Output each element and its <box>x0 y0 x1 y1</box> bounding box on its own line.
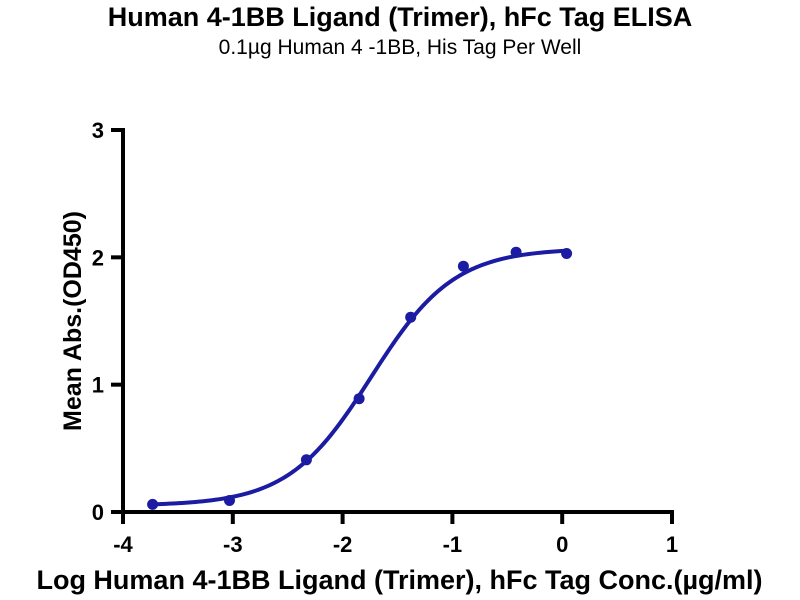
fit-curve <box>150 248 567 507</box>
x-tick-label: 0 <box>556 532 568 557</box>
y-tick-label: 0 <box>92 500 104 525</box>
data-point <box>300 454 312 466</box>
y-tick-label: 2 <box>92 245 104 270</box>
x-tick-label: -1 <box>443 532 463 557</box>
data-point <box>457 260 469 272</box>
data-point <box>510 246 522 258</box>
y-axis-title: Mean Abs.(OD450) <box>59 211 87 431</box>
data-point <box>561 248 573 259</box>
chart-subtitle: 0.1µg Human 4 -1BB, His Tag Per Well <box>218 36 582 59</box>
x-tick-label: -2 <box>333 532 353 557</box>
x-tick-label: 1 <box>666 532 678 557</box>
y-tick-label: 3 <box>92 118 104 143</box>
data-point <box>224 495 235 506</box>
data-point <box>147 498 159 510</box>
data-point <box>353 393 365 405</box>
data-point <box>405 311 417 323</box>
x-tick-label: -3 <box>223 532 243 557</box>
x-axis-title: Log Human 4-1BB Ligand (Trimer), hFc Tag… <box>36 565 762 595</box>
x-tick-label: -4 <box>113 532 133 557</box>
y-tick-label: 1 <box>92 373 104 398</box>
chart-title: Human 4-1BB Ligand (Trimer), hFc Tag ELI… <box>107 2 693 32</box>
